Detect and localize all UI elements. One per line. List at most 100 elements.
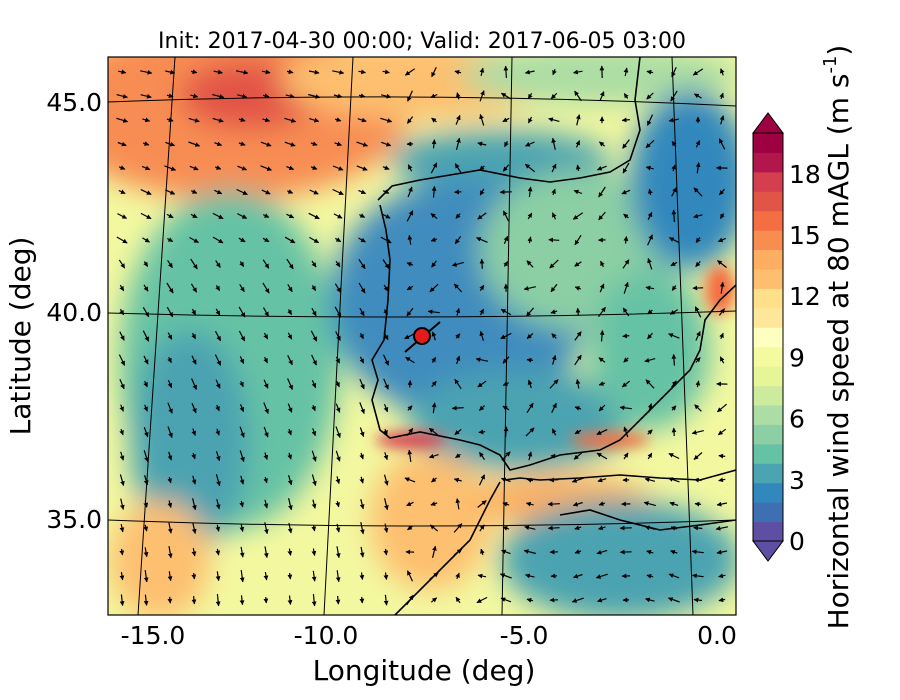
- wind-vector-arrow: [143, 570, 149, 583]
- wind-vector-arrow: [718, 138, 726, 150]
- wind-vector-arrow: [670, 261, 678, 267]
- colorbar-ticks: 0 3 6 9 12 15 18: [789, 160, 821, 556]
- wind-vector-arrow: [671, 209, 677, 223]
- wind-vector-arrow: [406, 307, 414, 317]
- wind-vector-arrow: [358, 93, 366, 99]
- wind-vector-arrow: [310, 165, 318, 170]
- wind-vector-arrow: [239, 450, 245, 463]
- wind-vector-arrow: [551, 163, 557, 173]
- site-marker-dot: [413, 327, 431, 345]
- wind-vector-arrow: [213, 69, 223, 75]
- wind-vector-arrow: [164, 165, 177, 171]
- wind-vector-arrow: [623, 67, 629, 77]
- wind-vector-arrow: [335, 450, 341, 462]
- wind-vector-arrow: [480, 548, 485, 556]
- wind-vector-arrow: [141, 165, 151, 171]
- x-axis-label: Longitude (deg): [313, 654, 536, 687]
- wind-vector-arrow: [167, 237, 174, 243]
- wind-vector-arrow: [311, 285, 317, 292]
- wind-vector-arrow: [693, 597, 703, 603]
- wind-vector-arrow: [431, 66, 437, 78]
- wind-vector-arrow: [695, 380, 701, 388]
- wind-vector-arrow: [215, 379, 221, 389]
- wind-vector-arrow: [190, 93, 199, 99]
- wind-vector-arrow: [335, 260, 341, 268]
- wind-vector-arrow: [647, 429, 653, 435]
- wind-vector-arrow: [189, 165, 199, 171]
- wind-vector-arrow: [239, 381, 244, 388]
- wind-vector-arrow: [119, 331, 125, 341]
- wind-vector-arrow: [190, 69, 198, 75]
- wind-vector-arrow: [190, 258, 198, 270]
- wind-vector-arrow: [623, 93, 629, 99]
- wind-vector-arrow: [573, 573, 583, 579]
- wind-vector-arrow: [668, 573, 680, 579]
- wind-vector-arrow: [140, 69, 153, 75]
- wind-vector-arrow: [430, 162, 438, 174]
- wind-vector-arrow: [621, 189, 631, 195]
- wind-vector-arrow: [502, 356, 510, 364]
- wind-vector-arrow: [239, 524, 245, 532]
- wind-vector-arrow: [237, 165, 247, 171]
- wind-vector-arrow: [598, 357, 606, 363]
- wind-vector-arrow: [574, 429, 582, 435]
- wind-vector-arrow: [406, 262, 414, 267]
- wind-vector-arrow: [188, 141, 201, 147]
- wind-vector-arrow: [359, 452, 364, 460]
- wind-vector-arrow: [499, 573, 512, 579]
- wind-vector-arrow: [236, 188, 248, 196]
- wind-vector-arrow: [407, 186, 413, 198]
- wind-vector-arrow: [475, 357, 489, 363]
- wind-vector-arrow: [548, 117, 560, 123]
- wind-vector-arrow: [695, 237, 701, 243]
- wind-vector-arrow: [719, 332, 724, 340]
- wind-vector-arrow: [287, 548, 293, 556]
- wind-vector-arrow: [143, 261, 149, 267]
- wind-vector-arrow: [623, 236, 629, 244]
- wind-vector-arrow: [551, 428, 557, 436]
- wind-vector-arrow: [287, 332, 293, 340]
- wind-vector-arrow: [335, 523, 341, 533]
- wind-vector-arrow: [693, 213, 703, 219]
- wind-vector-arrow: [476, 596, 488, 604]
- wind-vector-arrow: [311, 548, 317, 556]
- colorbar-swatches: [753, 133, 783, 542]
- wind-vector-arrow: [695, 331, 701, 341]
- wind-vector-arrow: [523, 549, 536, 555]
- wind-vector-arrow: [118, 69, 127, 75]
- wind-vector-arrow: [526, 477, 534, 483]
- wind-vector-arrow: [622, 139, 630, 149]
- wind-vector-arrow: [215, 474, 221, 487]
- wind-vector-arrow: [286, 213, 295, 219]
- wind-vector-arrow: [431, 402, 437, 414]
- wind-vector-arrow: [431, 331, 437, 341]
- wind-vector-arrow: [623, 426, 629, 438]
- wind-vector-arrow: [431, 185, 437, 198]
- colorbar-swatch: [753, 502, 783, 523]
- wind-vector-arrow: [691, 549, 704, 555]
- wind-vector-arrow: [308, 69, 320, 75]
- wind-vector-arrow: [671, 380, 677, 388]
- wind-vector-arrow: [668, 477, 680, 483]
- wind-vector-arrow: [212, 117, 224, 123]
- wind-vector-arrow: [718, 573, 726, 579]
- wind-vector-arrow: [719, 356, 725, 364]
- wind-vector-arrow: [215, 308, 221, 316]
- wind-vector-arrow: [263, 332, 269, 340]
- wind-vector-arrow: [526, 333, 534, 339]
- wind-vector-arrow: [308, 93, 321, 99]
- map-frame: [107, 56, 737, 616]
- wind-vector-arrow: [287, 475, 293, 486]
- wind-vector-arrow: [598, 501, 606, 506]
- wind-vector-arrow: [715, 525, 729, 531]
- wind-vector-arrow: [215, 548, 221, 556]
- wind-vector-arrow: [287, 595, 293, 605]
- colorbar-tick-label: 0: [789, 527, 805, 556]
- wind-vector-arrow: [527, 92, 533, 100]
- wind-vector-arrow: [191, 402, 197, 414]
- wind-vector-arrow: [573, 69, 583, 75]
- wind-vector-arrow: [407, 405, 413, 411]
- wind-vector-arrow: [455, 498, 461, 510]
- wind-vector-arrow: [358, 258, 366, 270]
- wind-vector-arrow: [118, 189, 126, 195]
